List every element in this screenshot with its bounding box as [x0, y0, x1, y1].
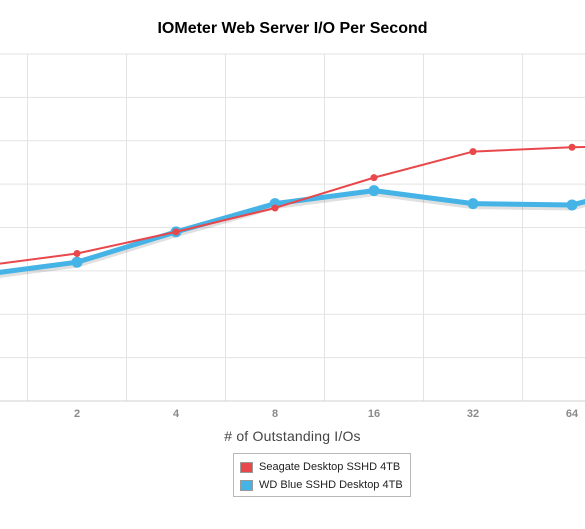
x-tick-label: 64: [566, 408, 579, 420]
data-point-seagate: [73, 250, 81, 258]
series-line-shadow-wd-blue: [0, 189, 585, 278]
legend: Seagate Desktop SSHD 4TB WD Blue SSHD De…: [233, 453, 411, 497]
legend-swatch-seagate: [240, 461, 253, 473]
data-point-seagate: [172, 228, 180, 236]
series-line-wd-blue: [0, 188, 585, 275]
x-tick-label: 16: [368, 408, 380, 420]
data-point-seagate: [271, 204, 279, 212]
x-axis-label: # of Outstanding I/Os: [224, 428, 361, 444]
data-point-seagate: [370, 174, 378, 182]
data-point-wd-blue: [368, 185, 380, 197]
series-line-seagate: [0, 145, 585, 265]
chart-title: IOMeter Web Server I/O Per Second: [157, 20, 428, 37]
data-point-wd-blue: [71, 256, 83, 268]
x-tick-label: 2: [74, 408, 80, 420]
legend-swatch-wd-blue: [240, 479, 253, 491]
data-point-wd-blue: [566, 199, 578, 211]
legend-label-seagate: Seagate Desktop SSHD 4TB: [259, 461, 401, 473]
x-tick-label: 8: [272, 408, 278, 420]
x-tick-label: 4: [173, 408, 180, 420]
data-point-seagate: [469, 148, 477, 156]
x-tick-label: 32: [467, 408, 479, 420]
legend-item-wd-blue: WD Blue SSHD Desktop 4TB: [240, 476, 404, 494]
legend-label-wd-blue: WD Blue SSHD Desktop 4TB: [259, 479, 403, 491]
data-point-wd-blue: [467, 198, 479, 210]
legend-item-seagate: Seagate Desktop SSHD 4TB: [240, 458, 404, 476]
data-point-seagate: [568, 143, 576, 151]
